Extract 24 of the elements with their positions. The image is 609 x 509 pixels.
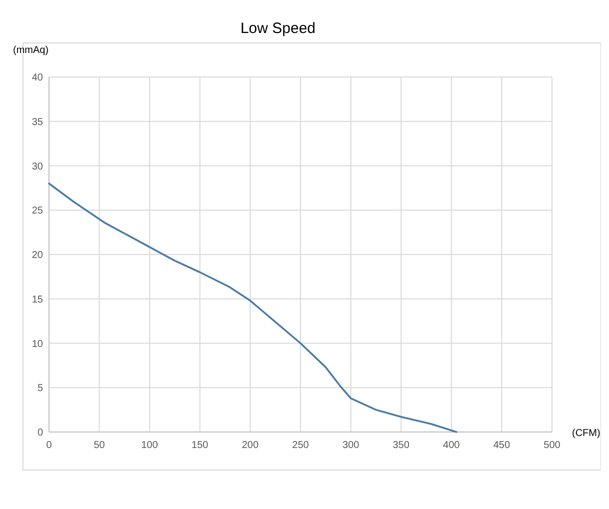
y-tick-label: 35 [32,116,44,128]
x-axis-title: (CFM) [572,428,600,439]
x-tick-label: 250 [292,440,310,451]
y-tick-label: 40 [32,72,44,84]
x-tick-label: 0 [46,440,52,451]
x-tick-label: 500 [544,440,561,451]
y-axis-title: (mmAq) [13,45,49,56]
x-tick-label: 350 [392,440,410,451]
y-tick-label: 15 [32,294,44,306]
x-tick-label: 150 [192,440,209,451]
y-tick-label: 20 [32,250,44,261]
x-tick-label: 300 [342,440,360,451]
y-tick-label: 0 [37,428,44,438]
chart-title: Low Speed [240,20,316,37]
x-tick-label: 200 [242,440,259,451]
y-tick-label: 30 [32,161,44,172]
y-tick-label: 10 [32,338,44,350]
x-tick-label: 50 [94,440,106,451]
y-tick-label: 25 [32,206,44,217]
line-series [48,182,458,433]
x-tick-label: 450 [493,440,510,451]
x-tick-label: 400 [443,440,460,451]
x-tick-label: 100 [141,440,158,451]
y-tick-label: 5 [37,383,44,394]
